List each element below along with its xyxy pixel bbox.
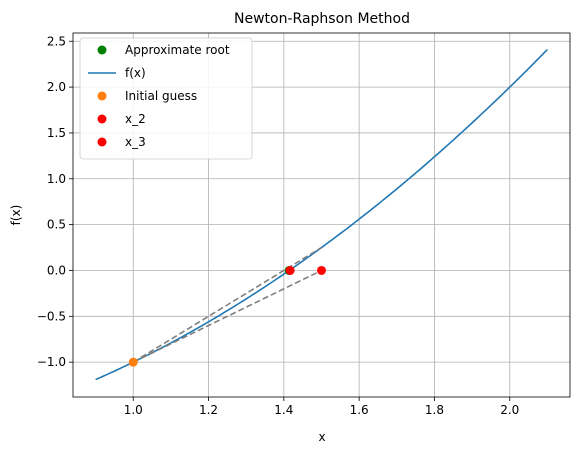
legend-swatch-x-2 bbox=[97, 114, 107, 124]
legend-label-initial-guess: Initial guess bbox=[125, 89, 197, 103]
legend-label-f-x-: f(x) bbox=[125, 66, 146, 80]
x-tick-label: 2.0 bbox=[500, 403, 519, 417]
legend-swatch-initial-guess bbox=[97, 91, 107, 101]
legend-box bbox=[79, 37, 253, 160]
point-x-2 bbox=[317, 265, 326, 275]
plot-frame bbox=[72, 32, 571, 398]
chart-title: Newton-Raphson Method bbox=[234, 11, 410, 27]
points bbox=[128, 265, 326, 367]
point-initial-guess bbox=[128, 357, 138, 367]
x-tick-label: 1.4 bbox=[274, 403, 293, 417]
y-tick-label: −0.5 bbox=[37, 309, 66, 323]
point-x-3 bbox=[285, 265, 295, 275]
legend-label-approximate-root: Approximate root bbox=[125, 43, 230, 57]
y-tick-label: −1.0 bbox=[37, 355, 66, 369]
y-tick-label: 0.0 bbox=[47, 263, 66, 277]
x-tick-label: 1.6 bbox=[350, 403, 369, 417]
x-tick-label: 1.0 bbox=[124, 403, 143, 417]
y-tick-label: 2.5 bbox=[47, 34, 66, 48]
x-tick-label: 1.8 bbox=[425, 403, 444, 417]
x-axis-ticks: 1.0 1.2 1.4 1.6 1.8 2.0 bbox=[124, 397, 519, 417]
legend-label-x-3: x_3 bbox=[125, 135, 146, 149]
legend: Approximate root f(x) Initial guess x_2 x_3 bbox=[79, 37, 253, 160]
y-tick-label: 0.5 bbox=[47, 218, 66, 232]
tangent-line bbox=[132, 269, 322, 363]
legend-label-x-2: x_2 bbox=[125, 112, 146, 126]
y-tick-label: 1.5 bbox=[47, 126, 66, 140]
x-tick-label: 1.2 bbox=[199, 403, 218, 417]
grid bbox=[73, 33, 570, 397]
legend-swatch-approximate-root bbox=[97, 45, 107, 55]
y-axis-ticks: −1.0 −0.5 0.0 0.5 1.0 1.5 2.0 2.5 bbox=[37, 34, 73, 369]
legend-swatch-x-3 bbox=[97, 137, 107, 147]
x-axis-label: x bbox=[318, 430, 325, 444]
y-tick-label: 2.0 bbox=[47, 80, 66, 94]
y-axis-label: f(x) bbox=[9, 205, 23, 226]
y-tick-label: 1.0 bbox=[47, 172, 66, 186]
